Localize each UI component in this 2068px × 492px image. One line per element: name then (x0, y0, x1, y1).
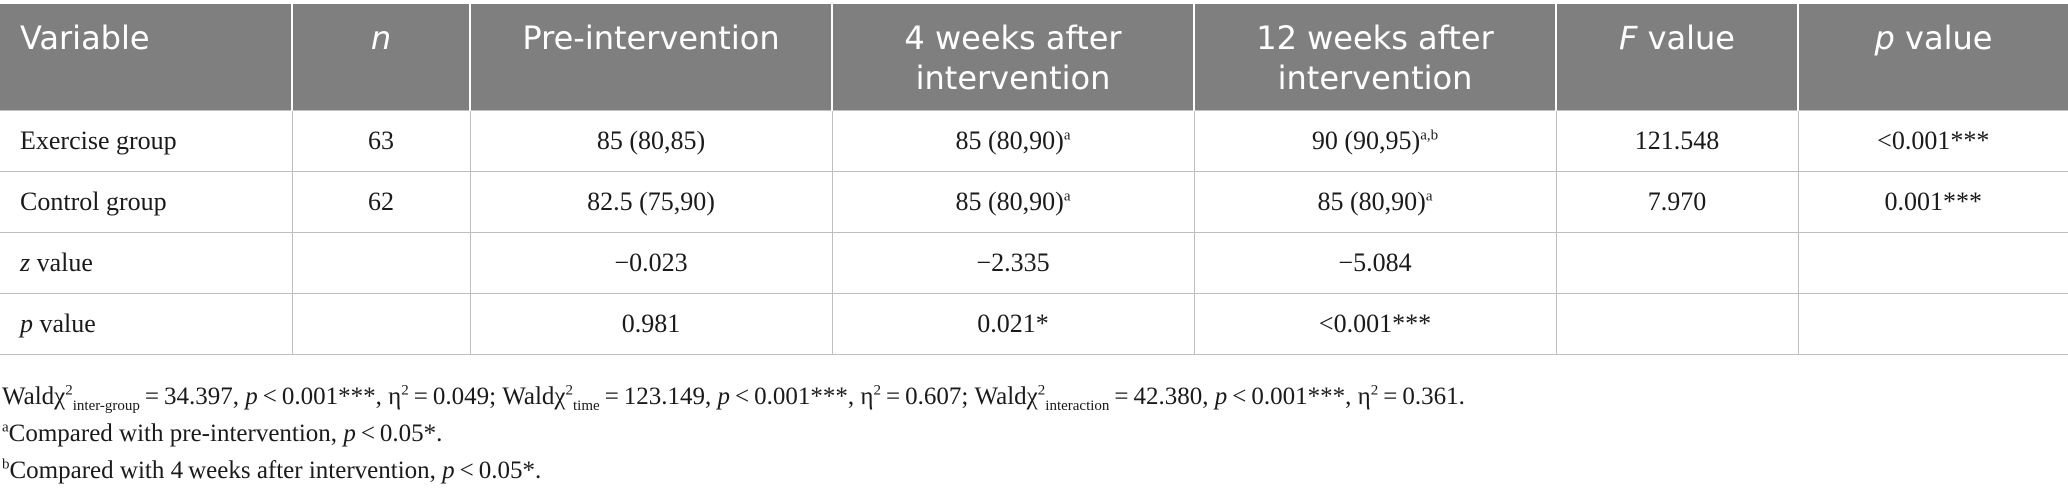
results-table-container: Variable n Pre-intervention 4 weeks afte… (0, 4, 2068, 355)
cell-4-weeks: 0.021* (831, 293, 1195, 355)
cell-12-weeks: <0.001*** (1193, 293, 1557, 355)
header-n: n (291, 4, 470, 111)
table-row-p-value: p value 0.981 0.021* <0.001*** (0, 293, 2068, 355)
cell-f-value (1555, 232, 1799, 294)
cell-f-value: 7.970 (1555, 171, 1799, 233)
cell-pre: −0.023 (469, 232, 833, 294)
header-variable: Variable (0, 4, 292, 111)
cell-p-value (1797, 232, 2068, 294)
cell-4-weeks: −2.335 (831, 232, 1195, 294)
cell-12-weeks: 90 (90,95)a,b (1193, 110, 1557, 172)
table-row-z-value: z value −0.023 −2.335 −5.084 (0, 232, 2068, 294)
header-p-value: p value (1797, 4, 2068, 111)
cell-12-weeks: −5.084 (1193, 232, 1557, 294)
table-row-exercise-group: Exercise group 63 85 (80,85) 85 (80,90)a… (0, 110, 2068, 172)
cell-variable: Exercise group (0, 110, 293, 172)
header-12-weeks: 12 weeks after intervention (1193, 4, 1556, 111)
cell-variable: p value (0, 293, 293, 355)
cell-pre: 82.5 (75,90) (469, 171, 833, 233)
table-footnotes: Waldχ2inter-group = 34.397, p < 0.001***… (0, 378, 2068, 489)
header-4-weeks: 4 weeks after intervention (831, 4, 1194, 111)
cell-f-value (1555, 293, 1799, 355)
cell-pre: 0.981 (469, 293, 833, 355)
cell-pre: 85 (80,85) (469, 110, 833, 172)
table-row-control-group: Control group 62 82.5 (75,90) 85 (80,90)… (0, 171, 2068, 233)
cell-n (291, 232, 471, 294)
header-pre-intervention: Pre-intervention (469, 4, 832, 111)
cell-variable: Control group (0, 171, 293, 233)
footnote-a: aCompared with pre-intervention, p < 0.0… (2, 419, 443, 447)
footnote-b: bCompared with 4 weeks after interventio… (2, 456, 542, 484)
cell-p-value: <0.001*** (1797, 110, 2068, 172)
header-f-value: F value (1555, 4, 1798, 111)
cell-4-weeks: 85 (80,90)a (831, 171, 1195, 233)
table-header-row: Variable n Pre-intervention 4 weeks afte… (0, 4, 2068, 111)
footnote-wald: Waldχ2inter-group = 34.397, p < 0.001***… (2, 382, 1465, 414)
cell-p-value (1797, 293, 2068, 355)
cell-n (291, 293, 471, 355)
cell-variable: z value (0, 232, 293, 294)
cell-4-weeks: 85 (80,90)a (831, 110, 1195, 172)
cell-n: 62 (291, 171, 471, 233)
results-table: Variable n Pre-intervention 4 weeks afte… (0, 4, 2068, 355)
cell-12-weeks: 85 (80,90)a (1193, 171, 1557, 233)
cell-f-value: 121.548 (1555, 110, 1799, 172)
header-n-label: n (370, 19, 392, 57)
cell-n: 63 (291, 110, 471, 172)
cell-p-value: 0.001*** (1797, 171, 2068, 233)
